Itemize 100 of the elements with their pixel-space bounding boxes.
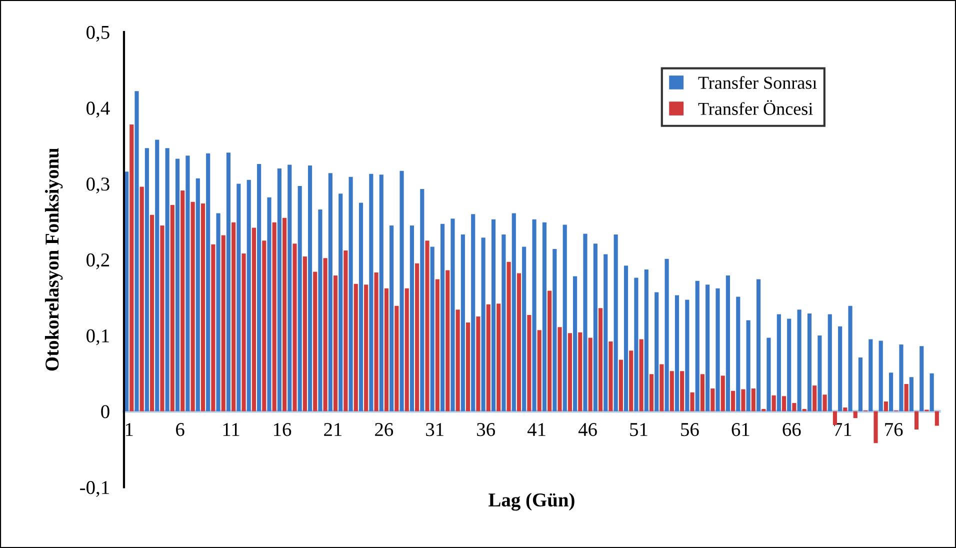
bar [634, 278, 638, 412]
bar [690, 392, 694, 412]
bar [527, 314, 532, 412]
bar [818, 335, 822, 412]
bar [629, 350, 634, 412]
bar [456, 310, 460, 412]
bar [471, 214, 476, 412]
bar [242, 254, 246, 412]
bar [899, 344, 904, 412]
bar [226, 152, 231, 412]
bar [175, 158, 180, 412]
bar [491, 219, 496, 412]
bar [338, 194, 343, 412]
bar [706, 284, 710, 412]
x-tick-label: 46 [578, 423, 597, 436]
y-tick-label: 0,2 [86, 253, 110, 270]
bar [323, 258, 328, 412]
bar [685, 300, 690, 412]
bar [446, 270, 450, 412]
bar [848, 306, 852, 412]
bar [532, 219, 536, 412]
legend-label: Transfer Sonrası [698, 76, 817, 89]
x-tick-label: 1 [126, 423, 133, 436]
bar [920, 346, 924, 412]
bar [542, 222, 547, 412]
bar [664, 258, 669, 412]
bar [583, 234, 588, 412]
bar [150, 214, 154, 412]
bar [598, 308, 603, 412]
x-tick-label: 36 [477, 423, 495, 436]
bar [262, 240, 266, 412]
bar [588, 338, 592, 412]
bar [787, 318, 792, 412]
bar [674, 295, 680, 412]
x-tick-label: 26 [375, 423, 394, 436]
bar [328, 173, 332, 412]
bar [394, 306, 399, 412]
bar [797, 310, 802, 412]
bar [481, 238, 486, 412]
bar [170, 204, 174, 412]
bar [282, 218, 287, 412]
bar [354, 284, 358, 412]
bar [608, 342, 613, 412]
y-tick-label: 0,3 [86, 178, 110, 194]
bar [496, 304, 501, 412]
bar [782, 396, 786, 412]
bar [670, 371, 674, 412]
bar [934, 411, 939, 426]
bar [160, 225, 164, 412]
bar [252, 228, 256, 412]
bar [364, 284, 368, 412]
bar [267, 197, 272, 412]
x-tick-label: 51 [630, 423, 648, 436]
bar [853, 411, 858, 418]
bar [460, 234, 465, 412]
bar [440, 224, 445, 412]
bar [430, 246, 434, 412]
y-tick-label: -0,1 [80, 480, 109, 497]
bar [313, 272, 318, 412]
x-tick-label: 6 [176, 423, 184, 436]
bar [618, 360, 623, 412]
bar [486, 304, 490, 412]
y-tick-label: 0,1 [86, 329, 109, 346]
bar [552, 248, 557, 412]
bar [466, 322, 470, 412]
bar [578, 332, 582, 412]
bar [318, 210, 322, 412]
bar [822, 394, 827, 412]
bar [874, 411, 878, 444]
bar [573, 276, 578, 412]
bar [548, 290, 552, 412]
bar [246, 180, 251, 412]
x-tick-label: 66 [782, 423, 801, 436]
bar [140, 186, 144, 412]
bar [358, 202, 364, 412]
bar [134, 91, 139, 412]
bar [720, 376, 725, 412]
bar [506, 262, 511, 412]
bar [660, 364, 664, 412]
y-tick-label: 0,5 [86, 26, 110, 42]
bar [435, 279, 440, 412]
x-tick-label: 61 [732, 423, 750, 436]
bar [257, 164, 262, 412]
x-tick-label: 56 [681, 423, 699, 436]
bar [843, 408, 848, 412]
bar [292, 244, 297, 412]
legend-label: Transfer Öncesi [698, 100, 813, 115]
bar [390, 225, 394, 412]
bar [736, 296, 740, 412]
bar [516, 273, 522, 412]
bar [196, 178, 200, 412]
bar [379, 174, 384, 412]
bar [130, 124, 134, 412]
bar [216, 213, 220, 412]
bar [766, 338, 771, 412]
bar [639, 339, 644, 412]
bar [410, 225, 414, 412]
bar [914, 411, 919, 430]
bar [751, 388, 756, 412]
x-axis-title: Lag (Gün) [488, 492, 574, 511]
